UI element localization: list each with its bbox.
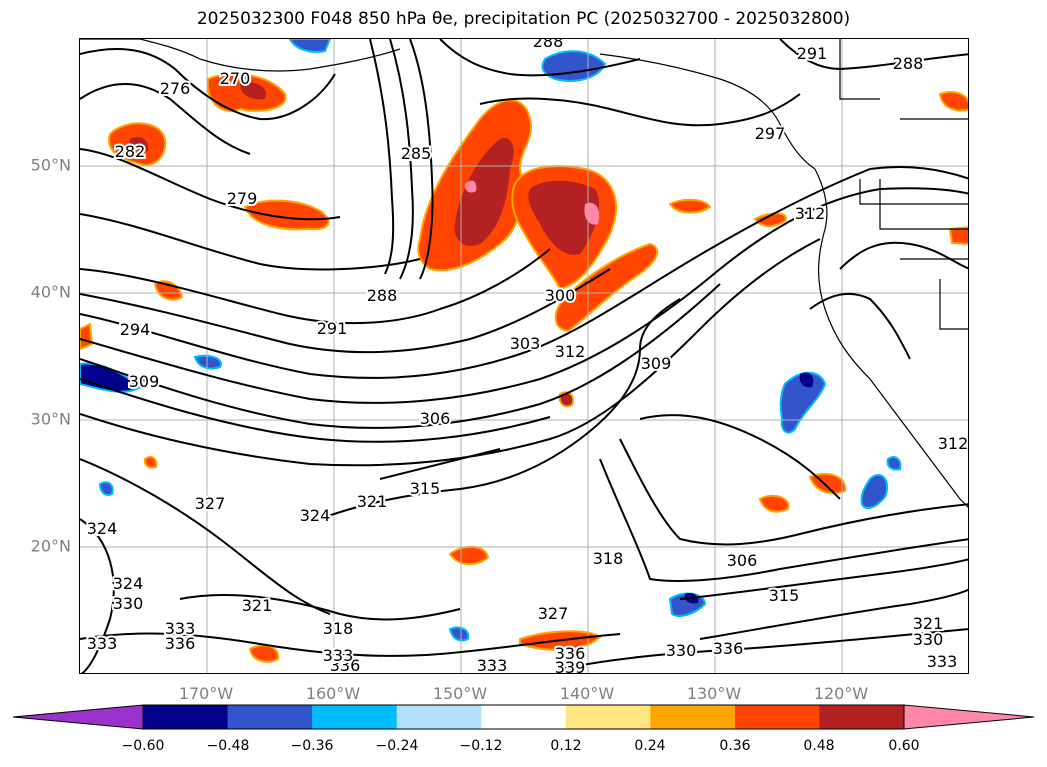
coastlines (80, 39, 968, 508)
colorbar-segment (227, 705, 313, 729)
contour-label: 333 (165, 619, 196, 638)
colorbar-tick-label: −0.24 (375, 738, 419, 754)
contour-label: 312 (555, 342, 586, 361)
grid-lines (80, 39, 968, 673)
contour-label: 300 (545, 286, 576, 305)
colorbar-tick-label: −0.48 (206, 738, 250, 754)
lat-label-30n: 30°N (30, 409, 71, 429)
contour-label: 321 (913, 614, 944, 633)
colorbar-tick-label: −0.36 (290, 738, 334, 754)
contour-label: 282 (115, 142, 146, 161)
contour-label: 303 (510, 334, 541, 353)
contour-label: 309 (641, 354, 672, 373)
colorbar-segment (734, 705, 820, 729)
colorbar-segments (12, 704, 1035, 730)
contour-labels: 288 291 288 276 270 282 279 285 297 312 … (85, 39, 969, 674)
precip-positive-shading (80, 73, 968, 663)
contour-label: 288 (893, 54, 924, 73)
colorbar-extend-high (903, 704, 1035, 730)
contour-label: 336 (555, 644, 586, 663)
contour-label: 312 (938, 434, 969, 453)
contour-label: 297 (755, 124, 786, 143)
contour-label: 312 (795, 204, 826, 223)
lon-label-120w: 120°W (813, 684, 869, 703)
contour-label: 333 (323, 646, 354, 665)
contour-label: 309 (129, 372, 160, 391)
contour-label: 336 (713, 639, 744, 658)
contour-label: 288 (367, 286, 398, 305)
contour-label: 279 (227, 189, 258, 208)
colorbar-tick-label: 0.60 (888, 738, 920, 754)
theta-e-contours (80, 39, 968, 673)
colorbar-tick-label: 0.48 (803, 738, 835, 754)
contour-label: 333 (927, 652, 958, 671)
colorbar-segment (143, 705, 229, 729)
contour-label: 321 (242, 596, 273, 615)
lon-label-170w: 170°W (178, 684, 234, 703)
contour-label: 306 (727, 551, 758, 570)
contour-label: 330 (666, 641, 697, 660)
colorbar-segment (565, 705, 651, 729)
contour-label: 315 (410, 479, 441, 498)
contour-label: 324 (87, 519, 118, 538)
lon-label-150w: 150°W (432, 684, 488, 703)
contour-label: 294 (120, 320, 151, 339)
contour-label: 285 (401, 144, 432, 163)
colorbar-segment (312, 705, 398, 729)
contour-label: 339 (555, 658, 586, 674)
contour-label: 336 (330, 656, 361, 674)
lon-label-130w: 130°W (686, 684, 742, 703)
contour-label: 270 (220, 69, 251, 88)
contour-label: 324 (300, 506, 331, 525)
contour-label: 315 (769, 586, 800, 605)
contour-label: 318 (593, 549, 624, 568)
lon-label-160w: 160°W (305, 684, 361, 703)
colorbar-segment (650, 705, 736, 729)
lat-label-50n: 50°N (30, 155, 71, 175)
contour-label: 318 (323, 619, 354, 638)
contour-label: 276 (160, 79, 191, 98)
colorbar (12, 704, 1035, 730)
contour-label: 291 (797, 44, 828, 63)
lon-label-140w: 140°W (559, 684, 615, 703)
map-plot: 288 291 288 276 270 282 279 285 297 312 … (80, 39, 969, 674)
colorbar-tick-label: 0.36 (719, 738, 751, 754)
colorbar-tick-label: −0.12 (459, 738, 503, 754)
contour-label: 306 (420, 409, 451, 428)
contour-label: 324 (113, 574, 144, 593)
contour-label: 333 (87, 634, 118, 653)
colorbar-extend-low (12, 704, 144, 730)
contour-label: 333 (477, 656, 508, 674)
colorbar-tick-label: −0.60 (121, 738, 165, 754)
contour-label: 327 (538, 604, 569, 623)
contour-label: 330 (113, 594, 144, 613)
map-title: 2025032300 F048 850 hPa θe, precipitatio… (196, 9, 851, 29)
colorbar-outline (142, 704, 905, 730)
contour-label: 291 (317, 319, 348, 338)
colorbar-segment (819, 705, 905, 729)
map-frame: 288 291 288 276 270 282 279 285 297 312 … (79, 38, 969, 674)
colorbar-tick-label: 0.24 (634, 738, 666, 754)
contour-label: 321 (357, 492, 388, 511)
lat-label-40n: 40°N (30, 282, 71, 302)
lat-label-20n: 20°N (30, 536, 71, 556)
contour-label: 327 (195, 494, 226, 513)
colorbar-segment (396, 705, 482, 729)
colorbar-tick-label: 0.12 (550, 738, 582, 754)
contour-label: 330 (913, 630, 944, 649)
contour-label: 336 (165, 634, 196, 653)
colorbar-segment (481, 705, 567, 729)
contour-label: 288 (533, 39, 564, 51)
